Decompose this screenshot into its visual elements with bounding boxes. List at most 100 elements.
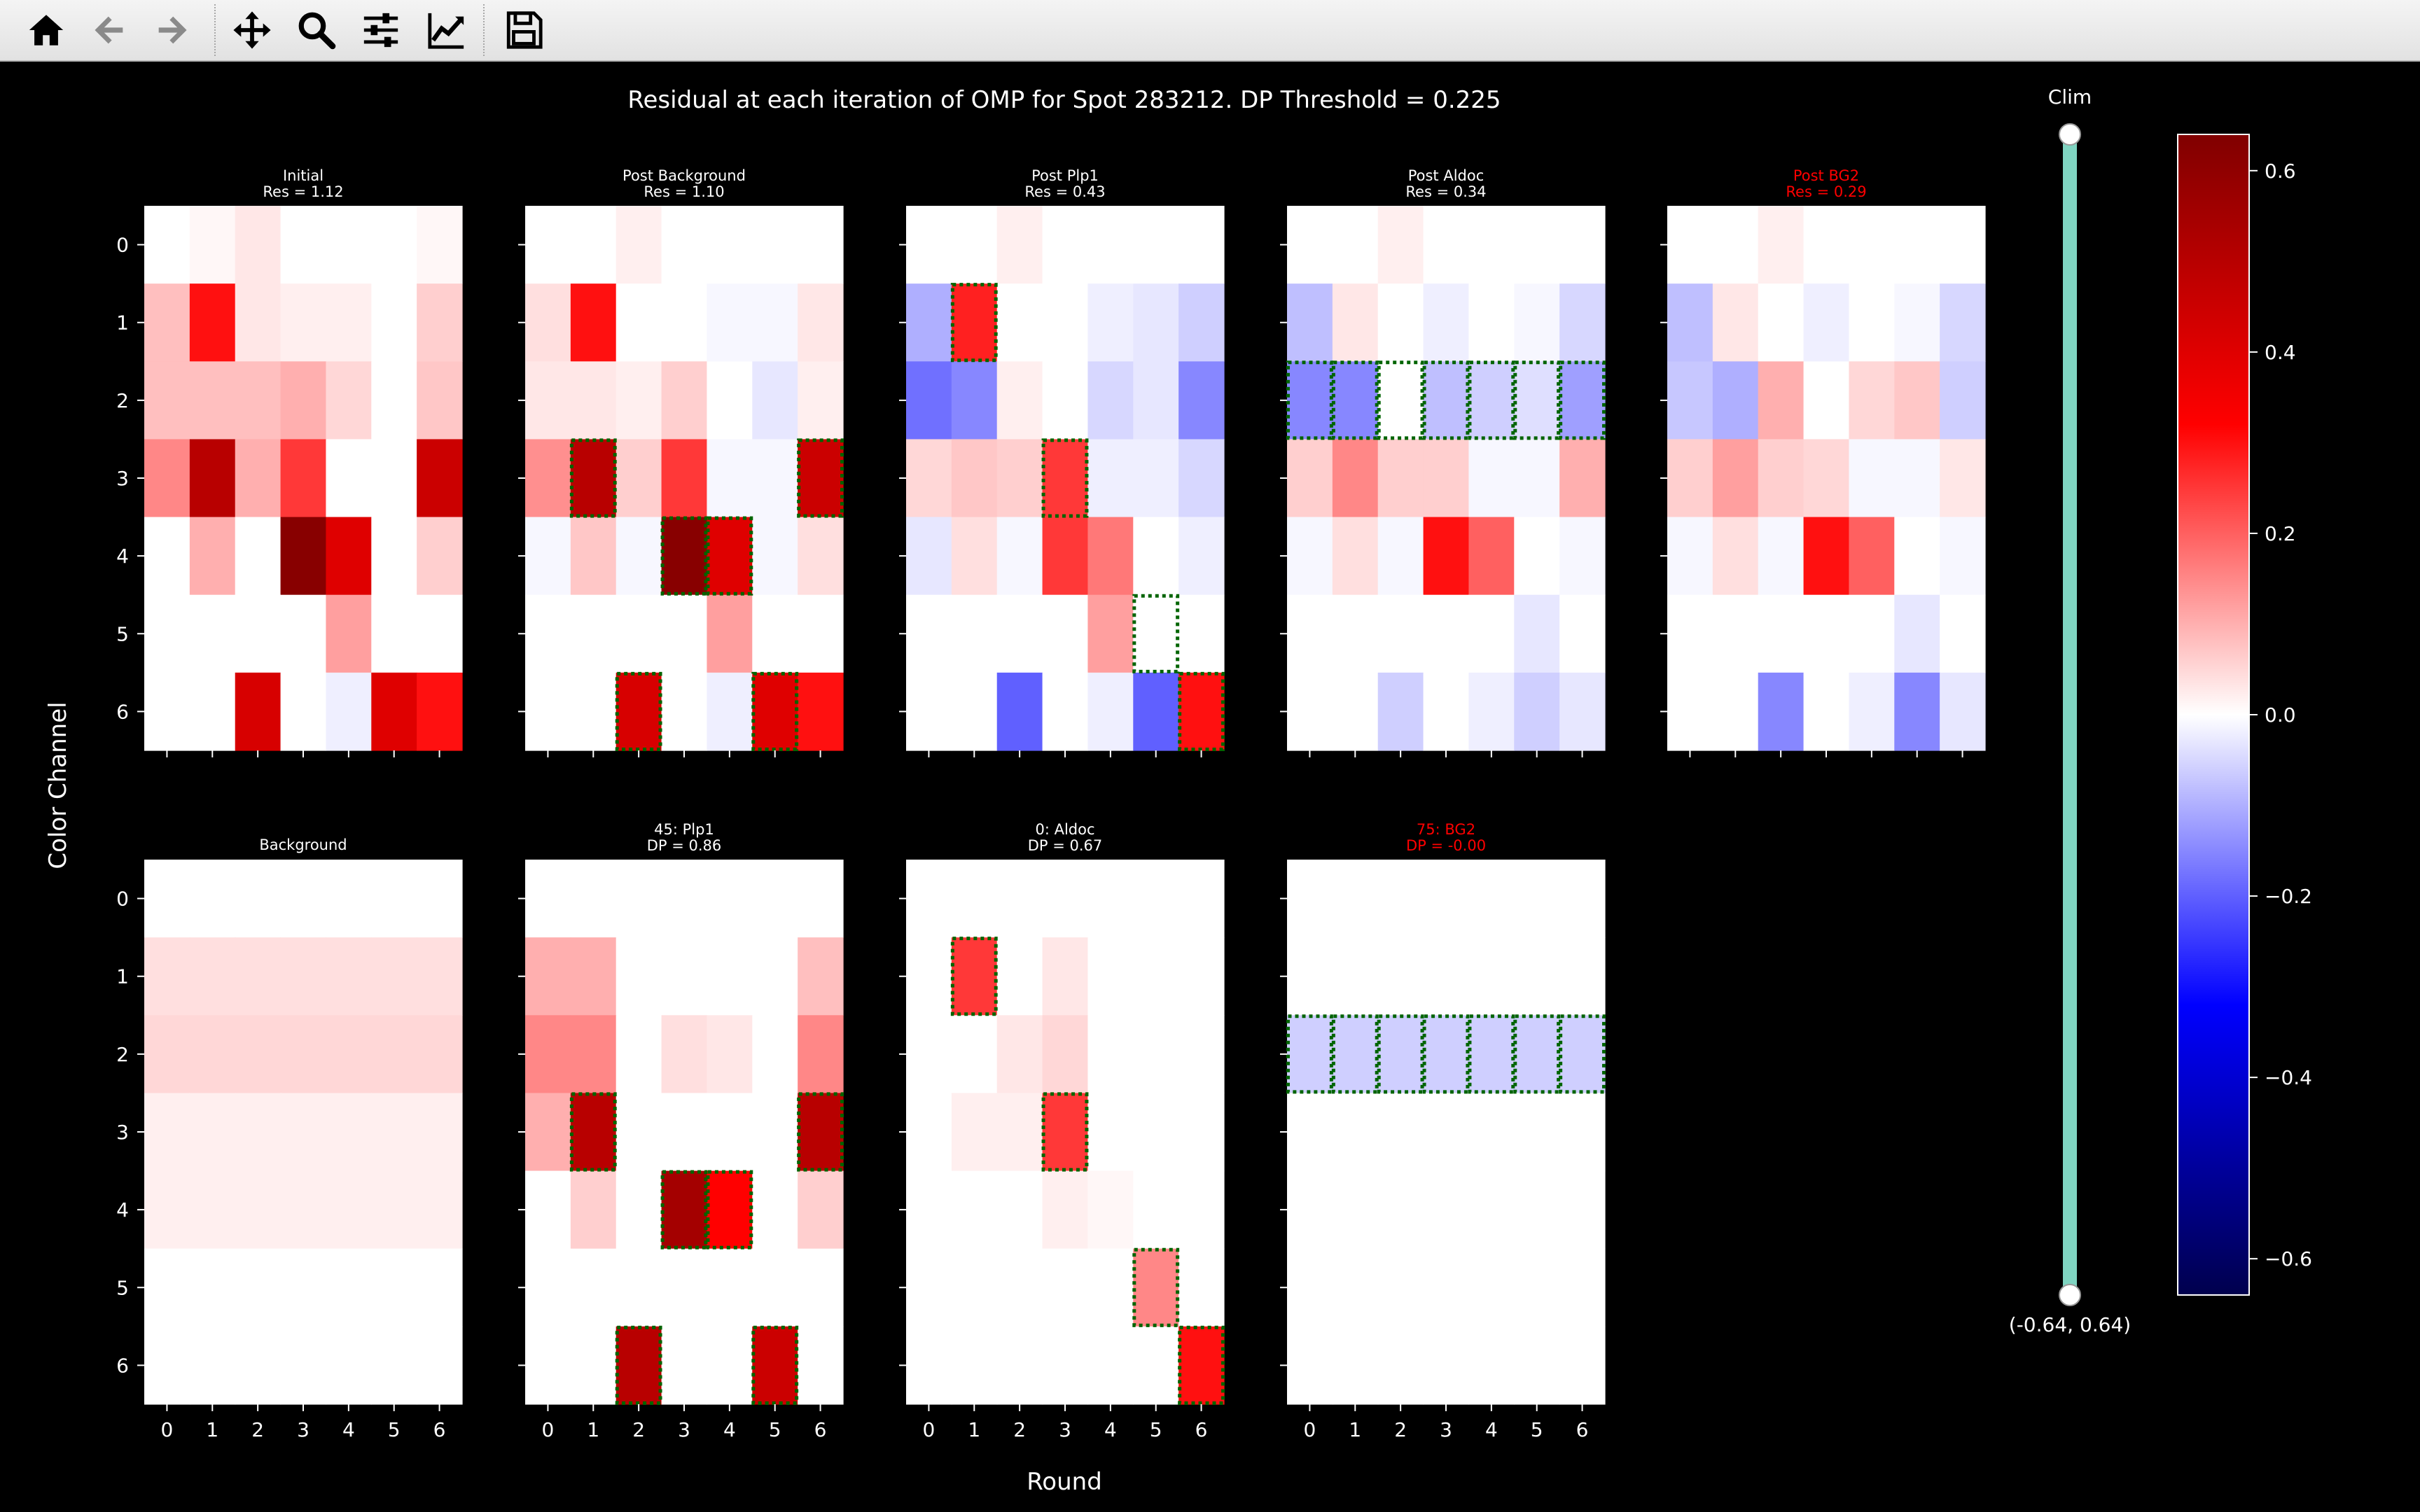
heatmap-cell [371, 206, 417, 284]
heatmap-cell [144, 1093, 190, 1172]
heatmap-cell [570, 937, 617, 1016]
heatmap-cell [235, 1326, 281, 1405]
heatmap-cell [1287, 937, 1333, 1016]
heatmap-cell [1559, 860, 1606, 938]
heatmap-cell [1468, 594, 1515, 673]
heatmap-cell [525, 860, 571, 938]
heatmap-cell [280, 1170, 327, 1250]
heatmap-cell [996, 672, 1043, 751]
heatmap-cell [1332, 1015, 1379, 1094]
heatmap-cell [371, 1015, 417, 1094]
selected-cell-outline [660, 516, 708, 596]
heatmap-cell [371, 284, 417, 362]
selected-cell-outline [615, 671, 662, 751]
pan-button[interactable] [225, 6, 279, 55]
heatmap-cell [1332, 937, 1379, 1016]
heatmap-cell [144, 517, 190, 596]
zoom-button[interactable] [290, 6, 343, 55]
heatmap-cell [570, 1248, 617, 1327]
heatmap-cell [1940, 439, 1986, 518]
heatmap-cell [1468, 284, 1515, 362]
home-button[interactable] [20, 6, 73, 55]
clim-slider[interactable]: Clim (-0.64, 0.64) [2009, 85, 2131, 1336]
heatmap-cell [1332, 517, 1379, 596]
selected-cell-outline [1331, 360, 1379, 440]
heatmap-cell [616, 517, 662, 596]
heatmap-cell [616, 594, 662, 673]
heatmap-cell [906, 937, 952, 1016]
x-tick-label: 1 [968, 1418, 980, 1441]
heatmap-cell [1940, 361, 1986, 440]
heatmap-cell [189, 937, 236, 1016]
heatmap-cell [1423, 1170, 1470, 1250]
heatmap-cell [1559, 1326, 1606, 1405]
heatmap-cell [906, 672, 952, 751]
heatmap-cell [1377, 361, 1424, 440]
heatmap-cell [906, 361, 952, 440]
heatmap-cell [752, 1326, 798, 1405]
heatmap-cell [235, 1093, 281, 1172]
selected-cell-outline [1331, 1014, 1379, 1094]
heatmap-cell [798, 1093, 844, 1172]
clim-slider-max-handle[interactable] [2059, 123, 2081, 146]
heatmap-cell [996, 1015, 1043, 1094]
pan-move-icon [233, 11, 271, 49]
heatmap-cell [189, 1093, 236, 1172]
configure-subplots-button[interactable] [354, 6, 408, 55]
heatmap-cell [1514, 860, 1560, 938]
heatmap-cell [326, 672, 372, 751]
heatmap-cell [1087, 1015, 1134, 1094]
heatmap-cell [235, 1248, 281, 1327]
clim-slider-min-handle[interactable] [2059, 1284, 2081, 1306]
heatmap-cell [752, 937, 798, 1016]
heatmap-cell [1559, 206, 1606, 284]
heatmap-cell [235, 860, 281, 938]
heatmap-cell [616, 672, 662, 751]
heatmap-cell [144, 1170, 190, 1250]
heatmap-cell [1514, 439, 1560, 518]
heatmap-cell [752, 594, 798, 673]
heatmap-cell [1178, 937, 1225, 1016]
heatmap-cell [417, 860, 463, 938]
heatmap-cell [371, 1248, 417, 1327]
heatmap-cell [1758, 284, 1804, 362]
forward-button[interactable] [146, 6, 199, 55]
heatmap-cell [1377, 672, 1424, 751]
heatmap-cell [661, 284, 708, 362]
heatmap-cell [525, 937, 571, 1016]
heatmap-cell [417, 672, 463, 751]
heatmap-cell [235, 672, 281, 751]
back-button[interactable] [83, 6, 136, 55]
clim-slider-track[interactable] [2063, 134, 2077, 1295]
heatmap-cell [996, 937, 1043, 1016]
heatmap-cell [1514, 594, 1560, 673]
heatmap-cell [1087, 517, 1134, 596]
heatmap-cell [661, 206, 708, 284]
configure-subplots-icon [363, 13, 398, 48]
x-tick-label: 2 [251, 1418, 264, 1441]
heatmap-cell [951, 860, 998, 938]
heatmap-cell [951, 206, 998, 284]
save-button[interactable] [497, 6, 550, 55]
heatmap-cell [951, 672, 998, 751]
heatmap-cell [1287, 206, 1333, 284]
figure-svg: Residual at each iteration of OMP for Sp… [44, 85, 2312, 1496]
heatmap-cell [570, 361, 617, 440]
colorbar-ticks: 0.6 0.4 0.2 0.0 −0.2 −0.4 −0.6 [2249, 160, 2312, 1270]
heatmap-cell [1377, 517, 1424, 596]
selected-cell-outline [1468, 360, 1515, 440]
heatmap-cell [1332, 439, 1379, 518]
heatmap-cell [189, 860, 236, 938]
heatmap-cell [1667, 361, 1713, 440]
heatmap-cell [707, 1093, 753, 1172]
heatmap-cell [1377, 439, 1424, 518]
heatmap-cell [1559, 361, 1606, 440]
heatmap-cell [417, 517, 463, 596]
heatmap-cell [1468, 1248, 1515, 1327]
heatmap-cell [144, 206, 190, 284]
panel-subtitle: DP = 0.86 [647, 837, 722, 854]
x-tick-label: 2 [1394, 1418, 1407, 1441]
edit-axis-button[interactable] [420, 6, 473, 55]
y-tick-label: 3 [116, 467, 129, 490]
